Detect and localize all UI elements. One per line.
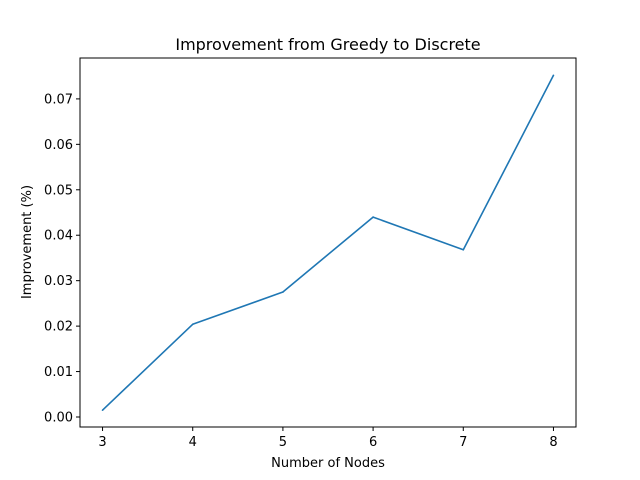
data-point [462, 248, 465, 251]
series-line [101, 74, 555, 411]
y-tick-label: 0.02 [44, 320, 73, 335]
y-tick-label: 0.01 [44, 365, 73, 380]
x-tick-label: 6 [369, 435, 377, 450]
x-tick-label: 4 [189, 435, 197, 450]
y-tick-label: 0.06 [44, 138, 73, 153]
axes-frame [79, 57, 577, 428]
x-tick-label: 7 [459, 435, 467, 450]
y-tick-label: 0.05 [44, 183, 73, 198]
plot-area: 3 4 5 6 7 8 0.00 0.01 0.02 0.03 0.04 0.05 0.06 0.07 [44, 57, 577, 450]
data-point [101, 409, 104, 411]
x-axis-label: Number of Nodes [271, 456, 385, 471]
y-axis-label: Improvement (%) [20, 185, 35, 299]
y-tick-label: 0.07 [44, 92, 73, 107]
series-layer [101, 74, 555, 411]
x-tick-label: 5 [279, 435, 287, 450]
chart-title: Improvement from Greedy to Discrete [175, 35, 480, 54]
data-point [191, 323, 194, 326]
y-tick-label: 0.00 [44, 411, 73, 426]
y-tick-label: 0.03 [44, 274, 73, 289]
x-tick-label: 3 [98, 435, 106, 450]
data-point [552, 74, 555, 77]
y-axis: 0.00 0.01 0.02 0.03 0.04 0.05 0.06 0.07 [44, 92, 80, 426]
data-point [282, 291, 284, 293]
x-axis: 3 4 5 6 7 8 [98, 427, 558, 450]
data-point [372, 216, 374, 218]
x-tick-label: 8 [549, 435, 557, 450]
y-tick-label: 0.04 [44, 229, 73, 244]
